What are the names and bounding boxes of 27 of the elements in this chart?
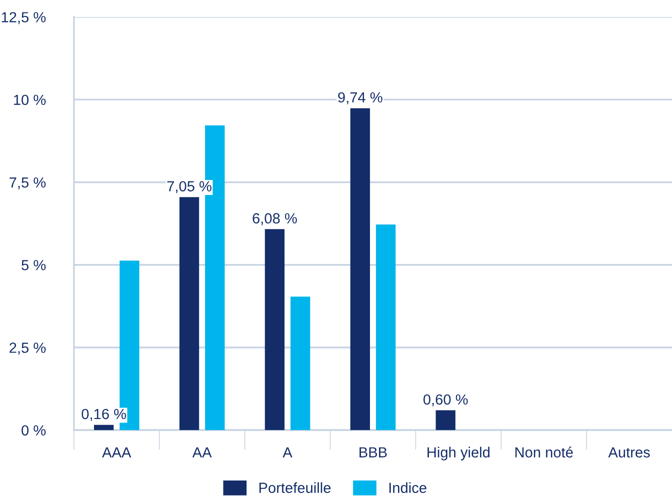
y-tick-label: 2,5 % <box>10 342 46 355</box>
data-label: 0,60 % <box>423 394 468 406</box>
bar <box>436 410 456 430</box>
y-tick-label: 10 % <box>14 94 46 106</box>
x-tick-label: BBB <box>360 447 387 458</box>
x-tick-label: AAA <box>102 447 132 458</box>
x-tick-label: AA <box>192 447 212 458</box>
bar <box>264 229 285 430</box>
x-tick-label: Autres <box>608 447 650 458</box>
x-tick-label: A <box>282 447 292 458</box>
legend-label: Portefeuille <box>259 482 331 493</box>
bar <box>179 197 200 430</box>
y-tick-label: 12,5 % <box>2 12 46 24</box>
data-label: 0,16 % <box>82 408 126 421</box>
data-label: 6,08 % <box>252 213 297 226</box>
legend-label: Indice <box>389 482 426 493</box>
y-tick-label: 0 % <box>22 425 46 436</box>
x-tick-label: High yield <box>428 446 490 460</box>
y-tick-label: 7,5 % <box>10 177 46 190</box>
bar <box>94 424 114 430</box>
bar <box>376 224 396 430</box>
bar <box>290 296 310 430</box>
y-tick-label: 5 % <box>22 260 46 270</box>
data-label: 9,74 % <box>338 92 382 104</box>
data-label: 7,05 % <box>167 181 212 194</box>
x-tick-label: Non noté <box>515 446 573 458</box>
bar <box>350 108 370 430</box>
